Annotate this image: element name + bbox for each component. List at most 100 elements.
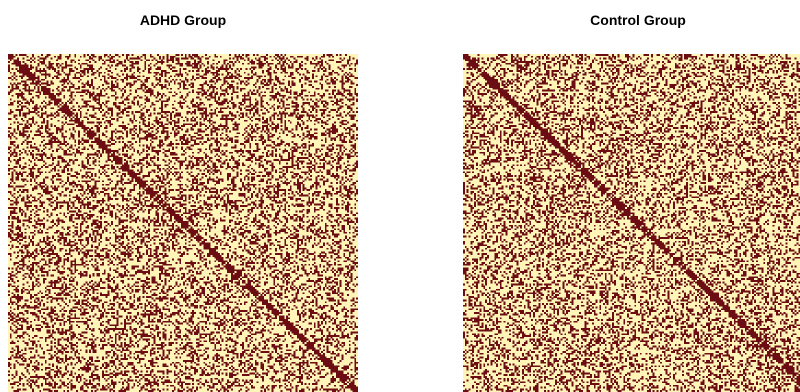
matrix-cell-run — [127, 59, 130, 62]
matrix-cell-run — [306, 70, 309, 72]
matrix-cell-run — [129, 68, 132, 71]
matrix-cell-run — [107, 187, 110, 190]
matrix-cell-run — [116, 256, 121, 259]
matrix-cell-run — [101, 230, 104, 232]
matrix-cell-run — [129, 77, 137, 79]
matrix-cell-run — [299, 253, 301, 256]
matrix-cell-run — [291, 160, 294, 163]
matrix-cell-run — [310, 62, 320, 65]
matrix-cell-run — [74, 55, 77, 58]
matrix-cell-run — [269, 247, 272, 250]
matrix-cell-run — [57, 174, 62, 177]
matrix-cell-run — [262, 228, 265, 231]
matrix-cell-run — [175, 228, 182, 231]
matrix-cell-run — [184, 157, 187, 160]
matrix-cell-run — [133, 114, 136, 117]
matrix-cell-run — [304, 68, 307, 71]
matrix-cell-run — [146, 253, 149, 256]
matrix-cell-run — [304, 239, 307, 241]
matrix-cell-run — [313, 182, 320, 184]
matrix-cell-run — [188, 134, 191, 136]
matrix-cell-run — [157, 166, 160, 168]
matrix-cell-run — [179, 180, 182, 183]
matrix-cell-run — [223, 201, 226, 204]
matrix-cell-run — [125, 55, 128, 58]
matrix-cell-run — [144, 244, 149, 247]
matrix-cell-run — [295, 125, 298, 127]
matrix-cell-run — [339, 135, 342, 138]
matrix-cell-run — [335, 110, 338, 113]
matrix-cell-run — [181, 153, 185, 156]
matrix-cell-run — [179, 71, 182, 74]
matrix-cell-run — [315, 75, 318, 78]
matrix-cell-run — [276, 187, 279, 190]
matrix-cell-run — [339, 215, 342, 218]
matrix-cell-run — [297, 247, 307, 250]
matrix-cell-run — [205, 68, 207, 71]
matrix-cell-run — [170, 217, 172, 220]
matrix-cell-run — [170, 114, 172, 117]
matrix-cell-run — [33, 185, 38, 188]
matrix-cell-run — [291, 82, 296, 85]
matrix-cell-run — [103, 126, 108, 129]
matrix-cell-run — [245, 174, 248, 177]
matrix-cell-run — [335, 148, 338, 151]
matrix-cell-run — [8, 244, 10, 247]
matrix-cell-run — [258, 166, 261, 168]
matrix-cell-run — [103, 194, 106, 197]
matrix-cell-run — [315, 176, 318, 179]
matrix-cell-run — [278, 61, 281, 63]
matrix-cell-run — [98, 171, 101, 174]
matrix-cell-run — [129, 249, 132, 252]
matrix-cell-run — [164, 112, 167, 115]
matrix-cell-run — [159, 253, 163, 256]
matrix-cell-run — [140, 240, 145, 243]
matrix-cell-run — [140, 166, 143, 168]
matrix-cell-run — [194, 109, 196, 111]
matrix-cell-run — [148, 233, 150, 236]
matrix-cell-run — [153, 94, 156, 97]
matrix-cell-run — [144, 66, 147, 69]
matrix-cell-run — [124, 128, 126, 131]
matrix-cell-run — [289, 171, 294, 174]
matrix-cell-run — [179, 208, 182, 211]
matrix-cell-run — [171, 146, 174, 149]
matrix-cell-run — [212, 162, 217, 165]
matrix-cell-run — [46, 121, 49, 124]
matrix-cell-run — [313, 128, 318, 131]
matrix-cell-run — [317, 100, 320, 103]
matrix-cell-run — [332, 160, 335, 163]
matrix-cell-run — [171, 78, 174, 81]
matrix-cell-run — [168, 219, 172, 222]
matrix-cell-run — [354, 62, 358, 65]
matrix-cell-run — [170, 183, 172, 186]
matrix-cell-run — [337, 73, 340, 76]
matrix-cell-run — [168, 231, 171, 234]
matrix-cell-run — [304, 77, 311, 79]
matrix-cell-run — [337, 224, 340, 227]
matrix-cell-run — [183, 251, 185, 254]
matrix-cell-run — [79, 112, 82, 115]
matrix-cell-run — [206, 139, 211, 142]
matrix-cell-run — [245, 105, 252, 108]
matrix-cell-run — [278, 230, 287, 232]
matrix-cell-run — [8, 158, 10, 161]
matrix-cell-run — [52, 224, 55, 227]
matrix-cell-run — [63, 214, 66, 216]
matrix-cell-run — [101, 183, 104, 186]
matrix-cell-run — [79, 107, 82, 110]
matrix-cell-run — [258, 64, 265, 67]
matrix-cell-run — [243, 230, 252, 232]
matrix-cell-run — [133, 80, 137, 83]
matrix-cell-run — [214, 194, 217, 197]
matrix-cell-run — [297, 224, 301, 227]
matrix-cell-run — [276, 62, 281, 65]
matrix-cell-run — [30, 66, 34, 69]
matrix-cell-run — [269, 66, 272, 69]
matrix-cell-run — [326, 82, 331, 85]
matrix-cell-run — [214, 226, 217, 229]
matrix-cell-run — [124, 142, 126, 145]
matrix-cell-run — [210, 116, 213, 119]
matrix-cell-run — [136, 78, 141, 81]
matrix-cell-run — [208, 144, 213, 147]
